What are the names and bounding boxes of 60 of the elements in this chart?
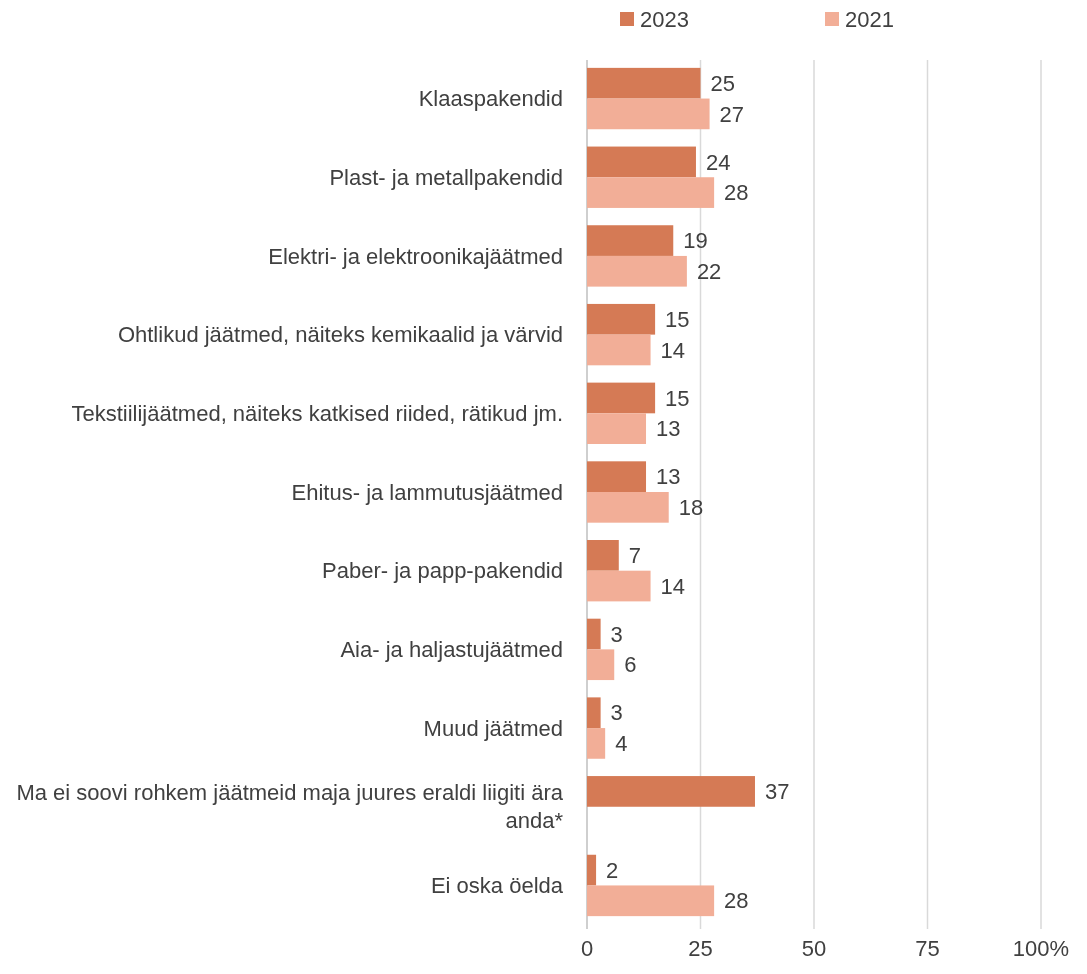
data-label: 27: [719, 101, 745, 127]
data-label: 4: [615, 731, 628, 757]
x-tick-label: 0: [580, 936, 594, 961]
bar: [587, 334, 651, 366]
y-tick-label: Klaaspakendid: [418, 86, 563, 112]
bar: [587, 885, 715, 917]
data-label: 3: [610, 700, 623, 726]
data-label: 13: [656, 464, 681, 490]
data-label: 22: [696, 258, 722, 284]
data-label: 19: [683, 228, 708, 254]
data-label: 24: [705, 149, 731, 175]
bar: [587, 382, 656, 414]
y-tick-label: Ehitus- ja lammutusjäätmed: [291, 479, 563, 505]
data-label: 2: [606, 857, 619, 883]
bar: [587, 225, 674, 256]
legend-label: 2023: [640, 6, 689, 32]
y-tick-label: Muud jäätmed: [423, 715, 563, 741]
legend-label: 2021: [845, 6, 894, 32]
bar: [587, 146, 696, 178]
y-tick-label: Ma ei soovi rohkem jäätmeid maja juures eraldi liigiti ära anda*: [16, 780, 564, 834]
bar: [587, 540, 619, 571]
x-tick-label: 75: [915, 936, 940, 961]
bar: [587, 618, 601, 650]
data-label: 14: [660, 337, 686, 363]
data-label: 18: [678, 495, 704, 521]
bar: [587, 98, 710, 130]
y-tick-label: Plast- ja metallpakendid: [329, 164, 563, 190]
bar: [587, 570, 651, 602]
y-tick-label: Paber- ja papp-pakendid: [322, 558, 563, 584]
bar: [587, 728, 606, 759]
y-tick-label: Ohtlikud jäätmed, näiteks kemikaalid ja värvid: [117, 322, 563, 348]
bar: [587, 776, 755, 807]
y-tick-label: Aia- ja haljastujäätmed: [340, 637, 563, 663]
bar: [587, 854, 597, 886]
bar: [587, 492, 669, 523]
y-tick-label: Elektri- ja elektroonikajäätmed: [268, 243, 563, 269]
data-label: 28: [724, 180, 749, 206]
data-label: 7: [628, 543, 642, 569]
data-label: 37: [764, 779, 790, 805]
bar: [587, 303, 656, 335]
bar: [587, 255, 687, 287]
data-label: 3: [610, 621, 623, 647]
bar: [587, 697, 601, 729]
bar: [587, 67, 701, 99]
data-label: 13: [656, 416, 681, 442]
bar: [587, 177, 715, 208]
data-label: 15: [665, 306, 690, 332]
x-tick-label: 50: [801, 936, 827, 961]
data-label: 25: [710, 70, 735, 96]
data-label: 14: [660, 573, 686, 599]
data-label: 15: [665, 385, 690, 411]
y-tick-label: Ei oska öelda: [430, 873, 564, 899]
bar: [587, 461, 647, 492]
x-tick-label: 25: [688, 936, 713, 961]
x-tick-label: 100%: [1012, 936, 1070, 961]
bar: [587, 649, 615, 681]
data-label: 6: [624, 652, 637, 678]
y-tick-label: Tekstiilijäätmed, näiteks katkised riided, rätikud jm.: [71, 401, 563, 427]
bar: [587, 413, 647, 444]
data-label: 28: [724, 888, 749, 914]
